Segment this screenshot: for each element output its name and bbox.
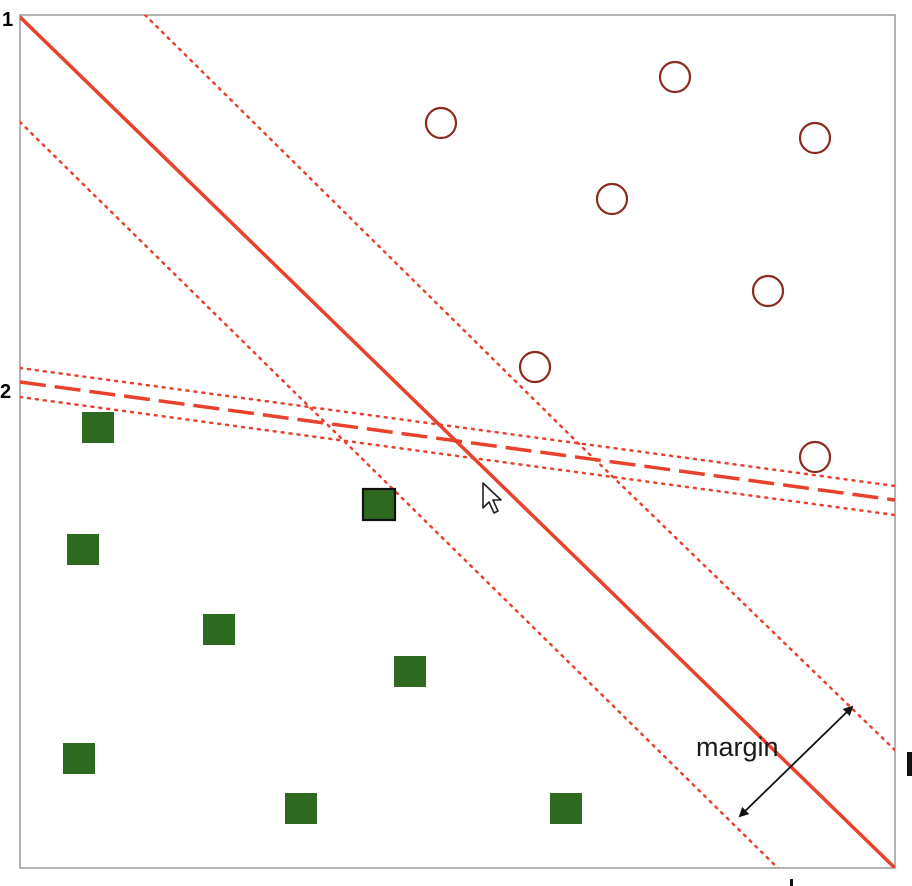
circle-point — [660, 62, 690, 92]
upper-margin-line — [145, 15, 900, 755]
circle-point — [520, 352, 550, 382]
circle-point — [800, 123, 830, 153]
square-point — [550, 793, 582, 824]
lower-margin-line — [20, 122, 790, 880]
edge-fragment — [907, 752, 912, 776]
alternative-lower-margin-line — [20, 397, 895, 515]
square-point — [63, 743, 95, 774]
circle-class-points — [426, 62, 830, 472]
square-point — [82, 412, 114, 443]
alternative-upper-margin-line — [20, 368, 895, 486]
square-point — [285, 793, 317, 824]
alternative-hyperplane-line — [20, 382, 895, 500]
edge-fragment — [790, 879, 793, 886]
margin-label: margin — [696, 732, 779, 762]
circle-point — [800, 442, 830, 472]
square-class-points — [63, 412, 582, 824]
circle-point — [597, 184, 627, 214]
square-point — [394, 656, 426, 687]
axis-label-top: 1 — [2, 9, 13, 31]
circle-point — [426, 108, 456, 138]
circle-point — [753, 276, 783, 306]
axis-label-mid: 2 — [0, 381, 11, 403]
cursor-icon — [483, 483, 501, 513]
square-point-highlighted — [363, 489, 395, 520]
square-point — [203, 614, 235, 645]
square-point — [67, 534, 99, 565]
